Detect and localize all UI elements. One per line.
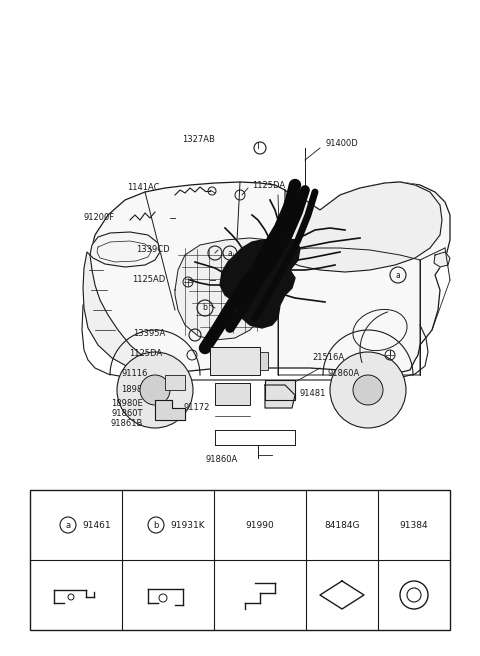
Polygon shape: [155, 400, 185, 420]
Polygon shape: [265, 380, 295, 400]
Bar: [165, 375, 185, 390]
Polygon shape: [265, 385, 295, 408]
Text: 91400D: 91400D: [325, 138, 358, 148]
Text: b: b: [153, 520, 159, 529]
Text: 1125DA: 1125DA: [129, 348, 162, 358]
Text: 91461: 91461: [82, 520, 110, 529]
Circle shape: [117, 352, 193, 428]
Text: 1327AB: 1327AB: [182, 136, 215, 144]
Text: 1339CD: 1339CD: [136, 245, 170, 255]
Text: 91860T: 91860T: [111, 409, 143, 417]
Polygon shape: [83, 252, 180, 373]
Bar: [30, 490, 450, 630]
Text: 91931K: 91931K: [170, 520, 204, 529]
Text: 1125DA: 1125DA: [252, 180, 285, 190]
Circle shape: [353, 375, 383, 405]
Text: 1125AD: 1125AD: [132, 276, 165, 285]
Polygon shape: [90, 232, 160, 267]
Text: 84184G: 84184G: [324, 520, 360, 529]
Text: a: a: [65, 520, 71, 529]
Bar: [215, 383, 250, 405]
Circle shape: [330, 352, 406, 428]
Text: 18980E: 18980E: [111, 398, 143, 407]
Bar: [260, 352, 268, 370]
Text: b: b: [203, 304, 207, 312]
Text: a: a: [228, 249, 232, 258]
Text: 91384: 91384: [400, 520, 428, 529]
Circle shape: [140, 375, 170, 405]
Polygon shape: [87, 182, 450, 375]
Text: 91172: 91172: [184, 403, 210, 413]
Text: 91860A: 91860A: [328, 369, 360, 377]
Polygon shape: [434, 252, 450, 267]
Text: 91861B: 91861B: [110, 419, 143, 428]
Text: a: a: [396, 270, 400, 279]
Text: 91481: 91481: [300, 388, 326, 398]
Text: 91200F: 91200F: [84, 213, 115, 222]
Text: 21516A: 21516A: [313, 354, 345, 363]
Text: 91860A: 91860A: [206, 455, 238, 464]
Text: 18982: 18982: [121, 386, 148, 394]
Polygon shape: [175, 238, 270, 340]
Bar: [210, 347, 260, 375]
Polygon shape: [220, 238, 300, 328]
Text: 13395A: 13395A: [133, 329, 165, 337]
Polygon shape: [278, 182, 442, 272]
Text: 91116: 91116: [121, 369, 148, 377]
Text: 91990: 91990: [246, 520, 275, 529]
Text: 1141AC: 1141AC: [128, 184, 160, 192]
